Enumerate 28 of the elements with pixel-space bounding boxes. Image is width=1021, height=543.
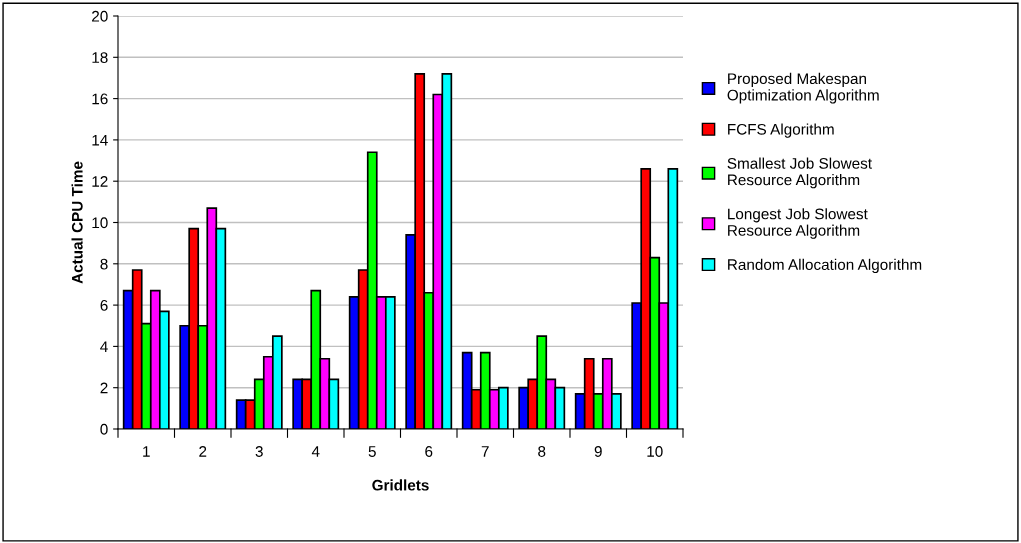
y-tick-label: 6 [100, 299, 108, 311]
x-tick-label: 5 [368, 446, 376, 457]
y-tick-label: 12 [92, 176, 108, 187]
y-tick-label: 0 [100, 423, 108, 435]
x-tick-label: 4 [311, 446, 320, 457]
x-tick-label: 8 [538, 446, 546, 457]
x-tick-label: 10 [647, 446, 663, 457]
y-tick-label: 4 [100, 341, 108, 352]
x-tick-label: 7 [481, 446, 489, 457]
x-tick-label: 2 [199, 446, 207, 457]
y-axis-title: Actual CPU Time [71, 161, 83, 284]
legend-label: FCFS Algorithm [728, 123, 834, 138]
x-tick-label: 1 [143, 446, 150, 457]
x-tick-label: 3 [255, 446, 263, 457]
x-tick-label: 9 [594, 446, 602, 457]
x-tick-label: 6 [425, 446, 433, 457]
y-tick-label: 20 [92, 10, 108, 22]
y-tick-label: 8 [100, 258, 108, 270]
y-tick-label: 14 [92, 134, 108, 146]
y-tick-label: 2 [100, 382, 108, 394]
legend-label: Longest Job Slowest Resource Algorithm [728, 208, 868, 239]
legend-label: Proposed Makespan Optimization Algorithm [727, 72, 879, 104]
y-tick-label: 16 [92, 93, 108, 105]
legend-label: Random Allocation Algorithm [728, 258, 922, 274]
y-tick-label: 18 [92, 52, 108, 63]
legend-label: Smallest Job Slowest Resource Algorithm [727, 157, 872, 189]
x-axis-title: Gridlets [372, 479, 429, 491]
y-tick-label: 10 [92, 217, 108, 229]
